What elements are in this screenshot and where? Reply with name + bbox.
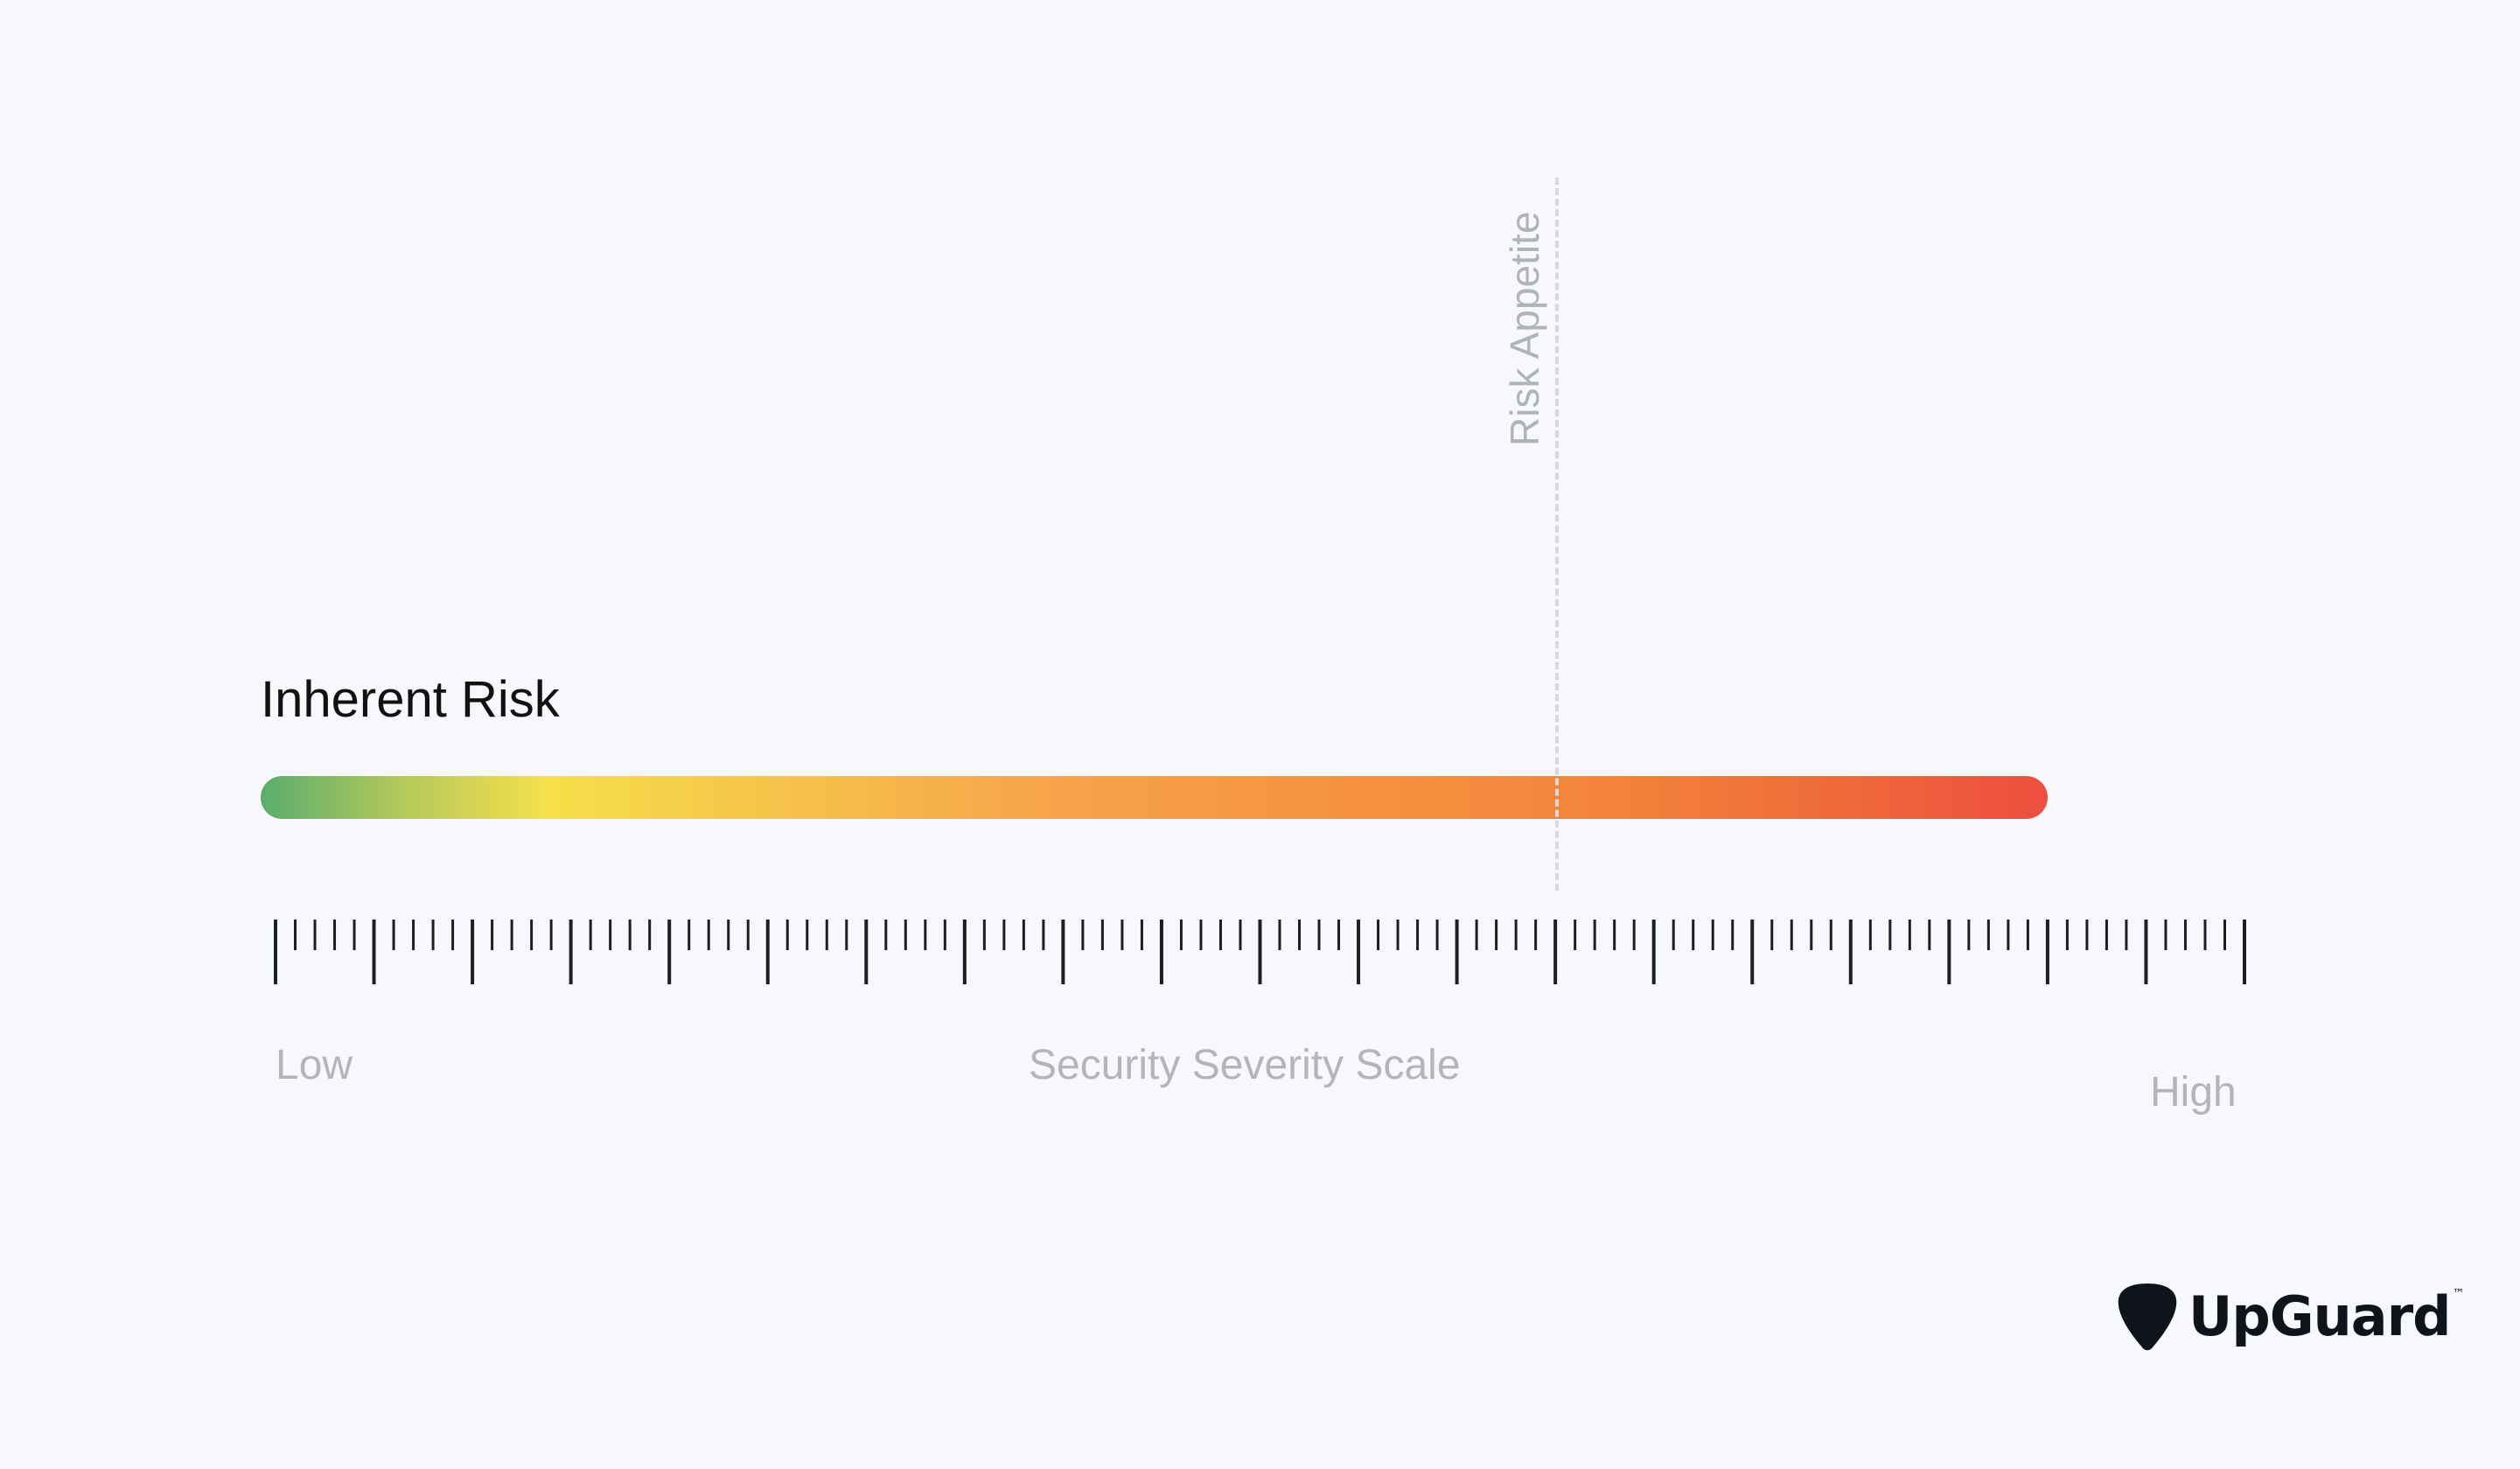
risk-appetite-line (1555, 178, 1559, 891)
guitar-pick-icon (2118, 1284, 2177, 1351)
inherent-risk-bar (261, 776, 2048, 819)
brand-name: UpGuard (2188, 1284, 2452, 1348)
brand-trademark: ™ (2452, 1287, 2465, 1301)
inherent-risk-label: Inherent Risk (261, 671, 560, 728)
scale-high-label: High (2150, 1069, 2237, 1116)
scale-low-label: Low (276, 1042, 353, 1088)
upguard-logo: UpGuard ™ (2117, 1282, 2465, 1352)
scale-title: Security Severity Scale (1029, 1042, 1461, 1088)
